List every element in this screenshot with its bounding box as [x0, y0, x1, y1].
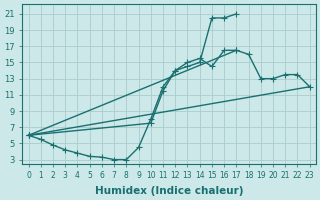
X-axis label: Humidex (Indice chaleur): Humidex (Indice chaleur): [95, 186, 244, 196]
